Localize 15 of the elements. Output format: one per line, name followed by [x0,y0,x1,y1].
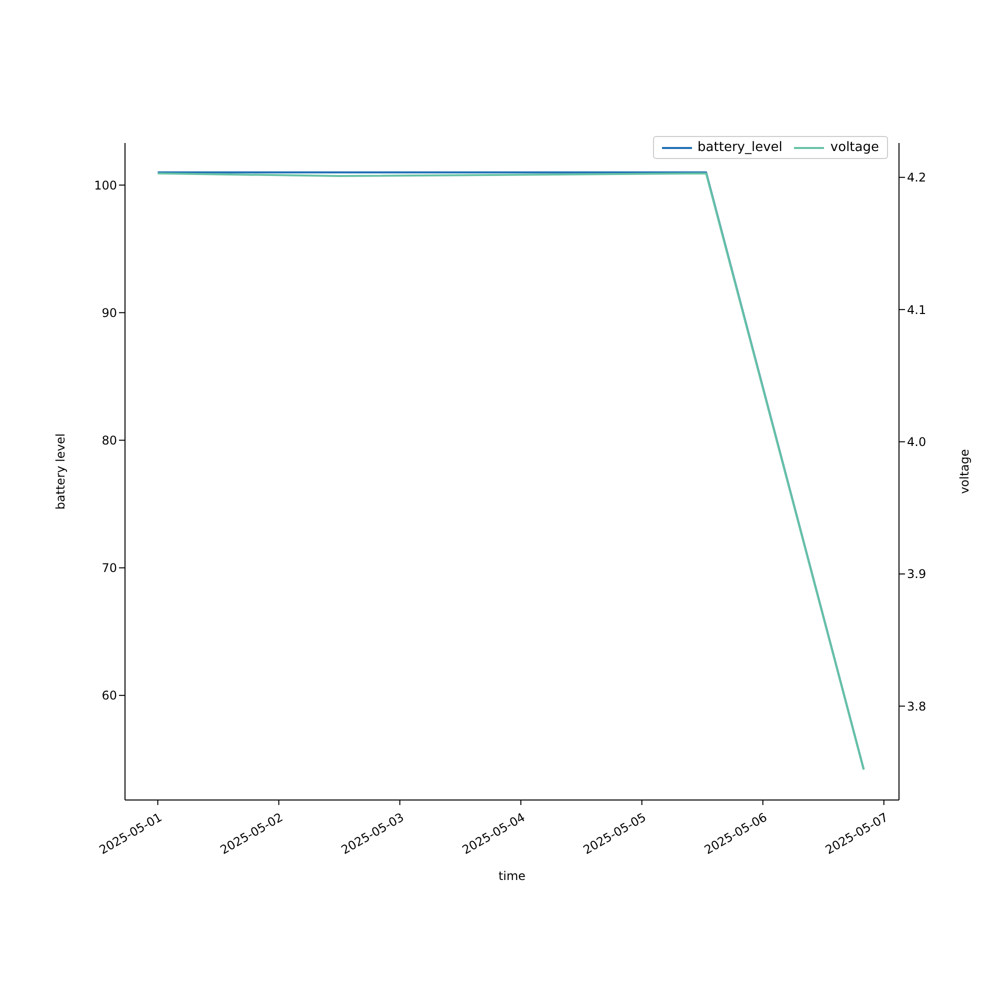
y2-tick-label: 3.9 [907,567,926,582]
y2-tick-label: 4.1 [907,302,926,317]
y2-axis-title: voltage [957,449,972,494]
y2-tick-label: 4.0 [907,435,926,450]
y2-tick-label: 3.8 [907,699,926,714]
y2-tick-label: 4.2 [907,170,926,185]
x-axis-title: time [498,869,526,883]
y-tick-label: 70 [102,561,117,576]
y-axis-title: battery level [53,433,68,510]
y-tick-label: 100 [94,178,117,192]
legend-label: voltage [829,140,879,155]
legend-label: battery_level [696,140,782,155]
y-tick-label: 60 [102,688,117,703]
y-tick-label: 80 [102,434,117,448]
y-tick-label: 90 [102,306,117,320]
